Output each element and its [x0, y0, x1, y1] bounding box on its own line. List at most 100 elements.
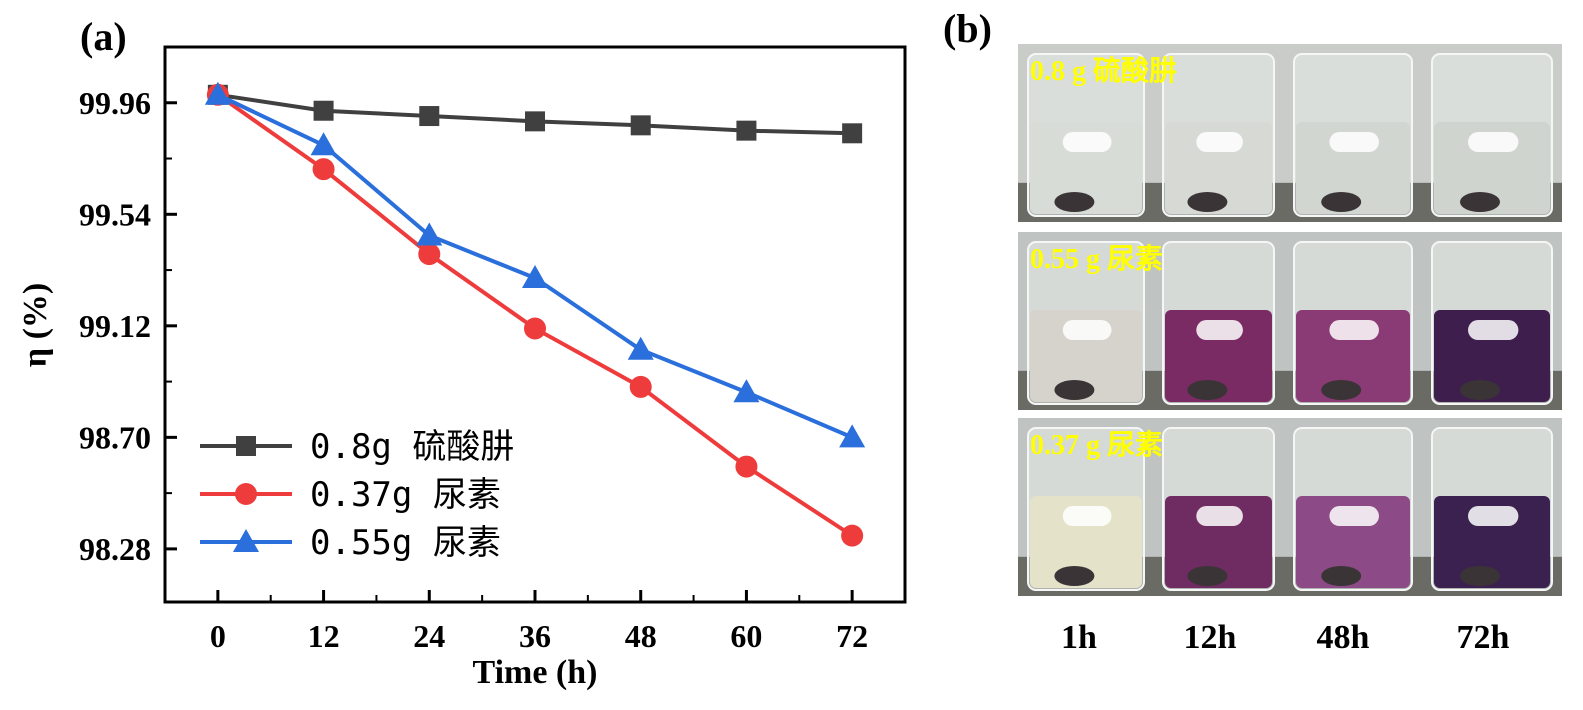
sample-pellet	[1460, 192, 1500, 212]
y-tick-label: 99.12	[79, 308, 151, 344]
legend-label: 0.8g 硫酸肼	[310, 427, 514, 467]
legend-marker	[236, 436, 256, 456]
data-point	[525, 111, 545, 132]
data-point	[524, 317, 546, 340]
data-point	[627, 336, 654, 360]
beaker-liquid	[1434, 496, 1550, 588]
beaker-photo	[1284, 418, 1422, 596]
sample-pellet	[1321, 192, 1362, 212]
sample-pellet	[1054, 380, 1095, 400]
beaker-photo	[1153, 44, 1284, 222]
panel-b-label: (b)	[943, 6, 992, 51]
legend-marker	[235, 483, 257, 505]
data-point	[839, 424, 866, 448]
x-axis-title: Time (h)	[473, 654, 598, 691]
y-axis-title: η (%)	[17, 283, 54, 367]
legend: 0.8g 硫酸肼 0.37g 尿素 0.55g 尿素	[200, 427, 514, 563]
beaker-photo	[1018, 418, 1154, 596]
data-point	[841, 524, 864, 547]
photo-row-3: 0.37 g 尿素	[1018, 418, 1562, 596]
photo-row-1: 0.8 g 硫酸肼	[1018, 44, 1562, 222]
legend-item: 0.8g 硫酸肼	[200, 427, 514, 467]
legend-item: 0.37g 尿素	[200, 475, 501, 515]
y-axis: 99.96 99.54 99.12 98.70 98.28	[79, 46, 177, 567]
sample-pellet	[1460, 566, 1500, 586]
beaker-label-patch	[1062, 506, 1112, 527]
beaker-label-patch	[1329, 320, 1379, 341]
y-tick-label: 98.70	[79, 419, 151, 455]
data-point	[418, 243, 441, 266]
sample-pellet	[1054, 192, 1095, 212]
legend-marker	[233, 529, 259, 552]
data-point	[630, 115, 651, 136]
beaker-liquid	[1296, 122, 1410, 214]
beaker-label-patch	[1196, 132, 1243, 153]
sample-pellet	[1054, 566, 1095, 586]
data-point	[736, 120, 757, 141]
time-label: 1h	[1061, 619, 1097, 656]
beaker-photo	[1018, 44, 1154, 222]
data-point	[733, 379, 760, 403]
data-point	[419, 106, 440, 127]
beaker-liquid	[1296, 496, 1410, 588]
x-tick-label: 48	[625, 618, 657, 654]
beaker-label-patch	[1468, 506, 1519, 527]
beaker-photo	[1422, 418, 1562, 596]
beaker-liquid	[1296, 310, 1410, 402]
beaker-liquid	[1165, 310, 1272, 402]
x-tick-label: 12	[308, 618, 340, 654]
beaker-liquid	[1434, 122, 1550, 214]
series-2	[204, 81, 866, 448]
time-label: 72h	[1457, 619, 1510, 656]
legend-label: 0.55g 尿素	[310, 523, 501, 563]
sample-pellet	[1321, 566, 1362, 586]
x-tick-label: 0	[210, 618, 226, 654]
beaker-label-patch	[1062, 132, 1112, 153]
beaker-photo	[1153, 232, 1284, 410]
beaker-photo	[1018, 232, 1154, 410]
x-tick-label: 60	[730, 618, 762, 654]
data-point	[735, 455, 758, 478]
beaker-label-patch	[1062, 320, 1112, 341]
y-tick-label: 98.28	[79, 531, 151, 567]
sample-pellet	[1187, 192, 1228, 212]
x-tick-label: 24	[413, 618, 445, 654]
beaker-liquid	[1030, 310, 1142, 402]
data-point	[204, 81, 231, 105]
sample-pellet	[1321, 380, 1362, 400]
data-point	[416, 222, 443, 246]
series-layer	[204, 81, 866, 547]
y-tick-label: 99.96	[79, 85, 151, 121]
photo-grid: 0.8 g 硫酸肼 0.55 g 尿素 0.37 g 尿素	[1018, 44, 1562, 596]
sample-pellet	[1460, 380, 1500, 400]
data-point	[629, 375, 652, 398]
sample-pellet	[1187, 566, 1228, 586]
panel-a-label: (a)	[80, 14, 127, 59]
photo-row-label: 0.8 g 硫酸肼	[1030, 54, 1177, 87]
beaker-photo	[1284, 232, 1422, 410]
series-0	[207, 84, 863, 144]
beaker-label-patch	[1196, 506, 1243, 527]
data-point	[310, 132, 337, 156]
beaker-photo	[1284, 44, 1422, 222]
beaker-label-patch	[1196, 320, 1243, 341]
time-labels: 1h 12h 48h 72h	[1061, 619, 1510, 656]
data-point	[522, 265, 548, 289]
data-point	[842, 123, 863, 144]
beaker-label-patch	[1468, 132, 1519, 153]
beaker-photo	[1422, 44, 1562, 222]
data-point	[313, 100, 334, 121]
time-label: 48h	[1317, 619, 1370, 656]
photo-row-label: 0.37 g 尿素	[1030, 429, 1163, 461]
sample-pellet	[1187, 380, 1228, 400]
beaker-liquid	[1030, 122, 1142, 214]
photo-row-2: 0.55 g 尿素	[1018, 232, 1562, 410]
series-1	[206, 83, 864, 547]
beaker-label-patch	[1468, 320, 1519, 341]
beaker-photo	[1422, 232, 1562, 410]
data-point	[312, 158, 335, 181]
time-label: 12h	[1184, 619, 1237, 656]
y-tick-label: 99.54	[79, 196, 151, 232]
